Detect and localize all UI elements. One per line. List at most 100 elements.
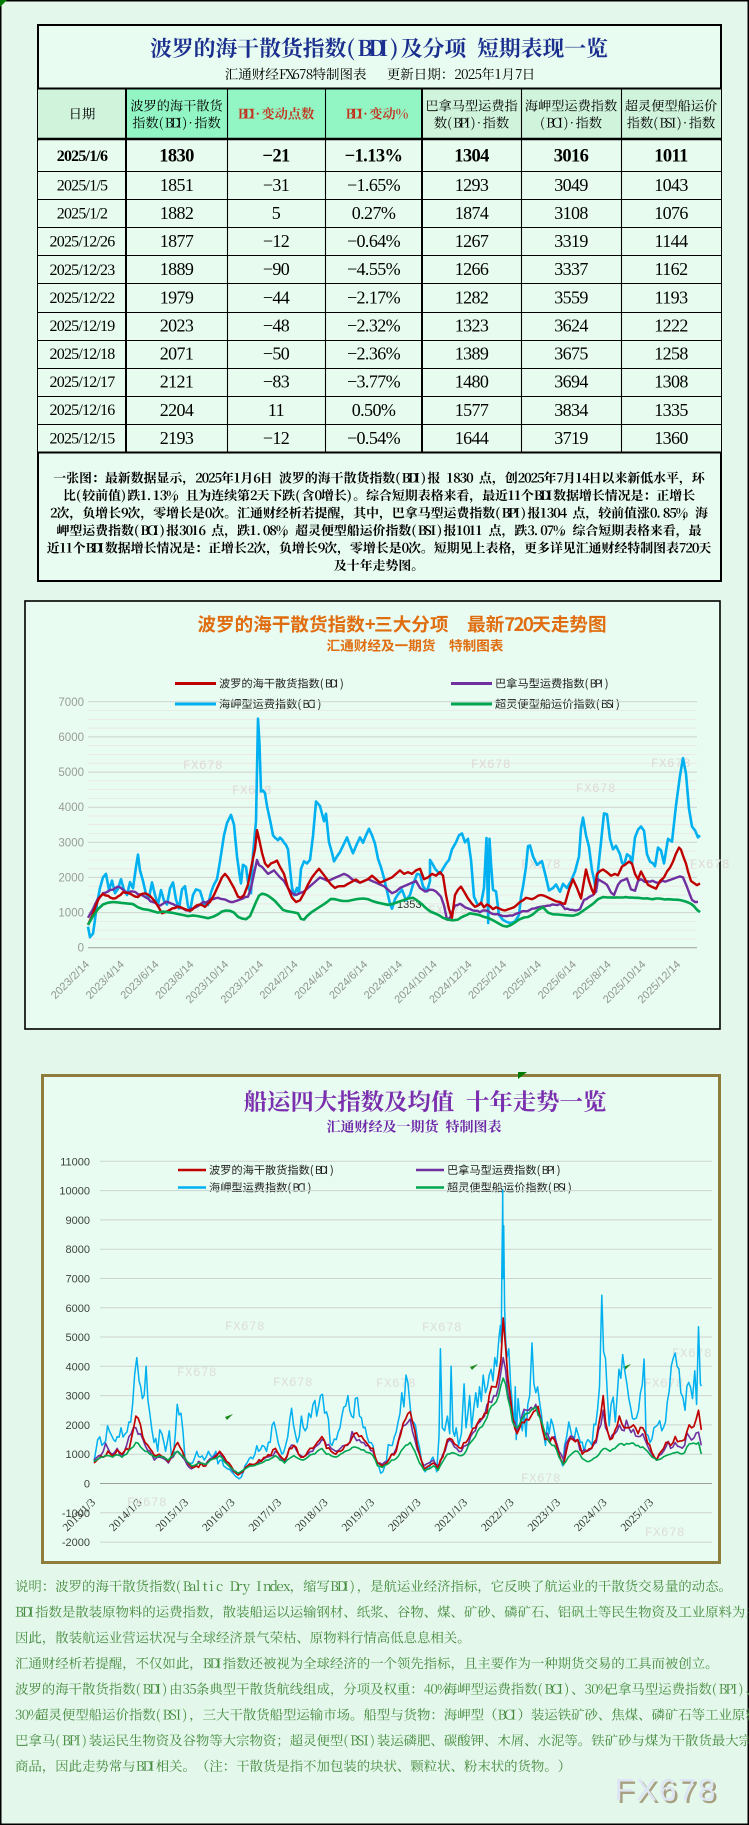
svg-text:9000: 9000	[66, 1215, 90, 1227]
svg-text:0.27%: 0.27%	[352, 203, 396, 223]
svg-text:FX678: FX678	[690, 858, 730, 872]
svg-text:2025/12/17: 2025/12/17	[50, 374, 116, 391]
svg-text:1480: 1480	[455, 372, 489, 392]
svg-text:−83: −83	[263, 372, 290, 392]
svg-text:3319: 3319	[554, 231, 588, 251]
svg-text:1389: 1389	[455, 344, 489, 364]
svg-text:1308: 1308	[654, 372, 688, 392]
svg-text:2193: 2193	[160, 428, 194, 448]
svg-text:1889: 1889	[160, 259, 194, 279]
svg-text:7000: 7000	[66, 1274, 90, 1286]
svg-text:−44: −44	[263, 287, 290, 307]
svg-text:−0.64%: −0.64%	[347, 231, 401, 251]
svg-text:1011: 1011	[654, 146, 688, 166]
svg-text:6000: 6000	[58, 732, 84, 744]
svg-text:−12: −12	[263, 428, 289, 448]
svg-text:1076: 1076	[654, 203, 688, 223]
svg-text:8000: 8000	[66, 1244, 90, 1256]
svg-text:2025/12/15: 2025/12/15	[50, 430, 116, 447]
svg-text:0: 0	[84, 1479, 90, 1491]
svg-text:3016: 3016	[554, 146, 589, 166]
svg-text:−1.13%: −1.13%	[345, 146, 403, 166]
svg-text:FX678: FX678	[127, 1496, 167, 1510]
svg-text:3000: 3000	[66, 1391, 90, 1403]
svg-text:FX678: FX678	[376, 1377, 416, 1391]
svg-text:1000: 1000	[66, 1449, 90, 1461]
svg-text:2204: 2204	[160, 400, 194, 420]
svg-text:1323: 1323	[455, 315, 489, 335]
svg-text:1830: 1830	[159, 146, 194, 166]
svg-text:2071: 2071	[160, 344, 194, 364]
svg-text:-1000: -1000	[62, 1508, 90, 1520]
svg-text:5: 5	[272, 203, 281, 223]
svg-text:2025/12/18: 2025/12/18	[50, 346, 116, 363]
svg-text:1335: 1335	[654, 400, 688, 420]
svg-text:3719: 3719	[554, 428, 588, 448]
svg-text:7000: 7000	[58, 697, 84, 709]
svg-text:−12: −12	[263, 231, 289, 251]
svg-text:−90: −90	[263, 259, 290, 279]
svg-text:−31: −31	[263, 175, 289, 195]
svg-text:1162: 1162	[655, 259, 688, 279]
svg-text:3834: 3834	[554, 400, 588, 420]
svg-text:0.50%: 0.50%	[352, 400, 396, 420]
svg-text:3049: 3049	[554, 175, 588, 195]
svg-text:1293: 1293	[455, 175, 489, 195]
svg-text:FX678: FX678	[183, 759, 223, 773]
svg-text:1267: 1267	[455, 231, 489, 251]
svg-text:2025/12/26: 2025/12/26	[50, 234, 116, 251]
svg-text:−3.77%: −3.77%	[347, 372, 401, 392]
svg-text:1577: 1577	[455, 400, 489, 420]
svg-text:3108: 3108	[554, 203, 588, 223]
svg-text:5000: 5000	[66, 1332, 90, 1344]
svg-text:1353: 1353	[397, 899, 421, 911]
svg-text:FX678: FX678	[422, 1321, 462, 1335]
svg-text:−2.17%: −2.17%	[347, 287, 401, 307]
svg-text:−4.55%: −4.55%	[347, 259, 401, 279]
svg-text:FX678: FX678	[521, 858, 561, 872]
svg-text:2000: 2000	[58, 872, 84, 884]
svg-text:2025/1/2: 2025/1/2	[57, 206, 108, 223]
svg-text:−0.54%: −0.54%	[347, 428, 401, 448]
svg-text:2025/12/23: 2025/12/23	[50, 262, 116, 279]
svg-text:3675: 3675	[554, 344, 588, 364]
svg-text:FX678: FX678	[225, 1320, 265, 1334]
svg-text:−2.32%: −2.32%	[347, 315, 401, 335]
svg-text:FX678: FX678	[273, 1376, 313, 1390]
svg-text:10000: 10000	[59, 1186, 90, 1198]
svg-text:FX678: FX678	[471, 758, 511, 772]
svg-text:0: 0	[78, 943, 84, 955]
svg-text:−50: −50	[263, 344, 290, 364]
svg-text:FX678: FX678	[644, 1377, 684, 1391]
svg-text:1222: 1222	[654, 315, 688, 335]
svg-text:FX678: FX678	[615, 1772, 718, 1808]
svg-text:−48: −48	[263, 315, 290, 335]
svg-text:2025/12/19: 2025/12/19	[50, 318, 116, 335]
svg-text:11: 11	[268, 400, 284, 420]
svg-text:-2000: -2000	[62, 1537, 90, 1549]
svg-text:1266: 1266	[455, 259, 489, 279]
svg-text:1874: 1874	[455, 203, 489, 223]
svg-text:2023: 2023	[160, 315, 194, 335]
svg-text:3337: 3337	[554, 259, 588, 279]
svg-text:2025/12/16: 2025/12/16	[50, 402, 116, 419]
svg-text:4000: 4000	[66, 1361, 90, 1373]
svg-text:FX678: FX678	[645, 1526, 685, 1540]
svg-text:1851: 1851	[160, 175, 194, 195]
svg-text:2025/12/22: 2025/12/22	[50, 290, 116, 307]
svg-text:5000: 5000	[58, 767, 84, 779]
svg-text:1144: 1144	[655, 231, 689, 251]
svg-text:1979: 1979	[160, 287, 194, 307]
svg-text:6000: 6000	[66, 1303, 90, 1315]
svg-text:4000: 4000	[58, 802, 84, 814]
svg-text:1282: 1282	[455, 287, 489, 307]
svg-text:1882: 1882	[160, 203, 194, 223]
svg-text:FX678: FX678	[521, 1472, 561, 1486]
svg-text:3624: 3624	[554, 315, 588, 335]
svg-text:1644: 1644	[455, 428, 489, 448]
svg-text:FX678: FX678	[576, 782, 616, 796]
svg-text:1304: 1304	[454, 146, 489, 166]
svg-text:1360: 1360	[654, 428, 688, 448]
svg-text:3694: 3694	[554, 372, 588, 392]
svg-text:1000: 1000	[58, 908, 84, 920]
